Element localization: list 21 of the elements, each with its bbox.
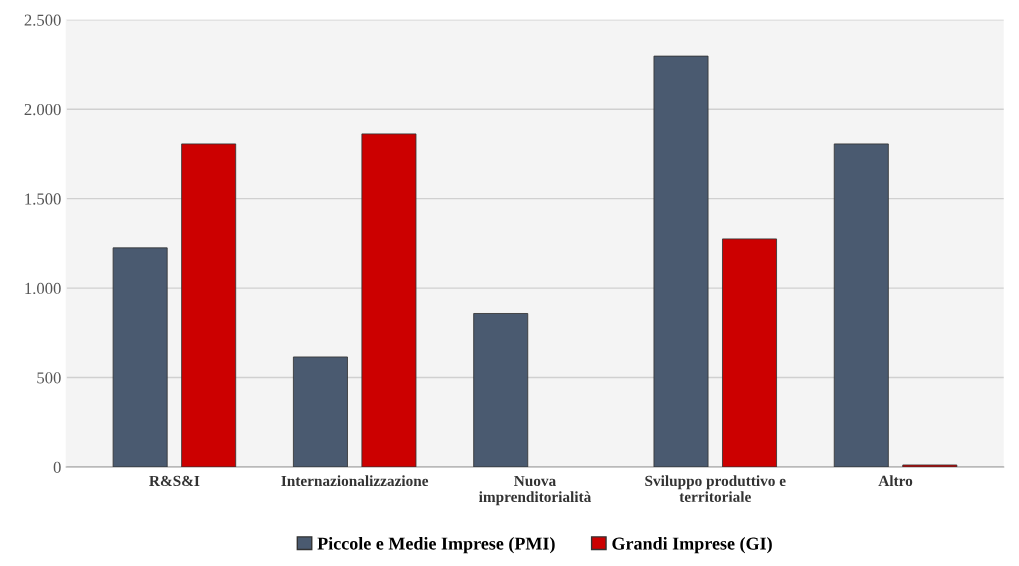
legend-label: Piccole e Medie Imprese (PMI) <box>317 536 555 554</box>
legend-label: Grandi Imprese (GI) <box>612 536 772 554</box>
y-tick-label: 500 <box>37 372 61 384</box>
bar <box>112 247 168 467</box>
y-tick-label: 2.500 <box>24 14 61 26</box>
bar <box>292 356 348 467</box>
bar <box>653 55 709 467</box>
y-tick-label: 0 <box>53 461 61 473</box>
bar <box>473 313 529 467</box>
bar <box>833 143 889 467</box>
y-tick-label: 1.000 <box>25 282 61 295</box>
x-tick-label: Nuova imprenditorialità <box>479 475 592 506</box>
x-tick-label: Internazionalizzazione <box>281 475 429 487</box>
bar <box>361 133 417 467</box>
x-tick-label: R&S&I <box>149 475 200 487</box>
x-tick-label: Sviluppo produttivo e territoriale <box>645 475 786 503</box>
y-tick-label: 1.500 <box>25 193 61 205</box>
x-tick-label: Altro <box>878 475 913 487</box>
bar <box>722 238 777 467</box>
y-tick-label: 2.000 <box>24 103 61 116</box>
bar <box>181 143 237 467</box>
